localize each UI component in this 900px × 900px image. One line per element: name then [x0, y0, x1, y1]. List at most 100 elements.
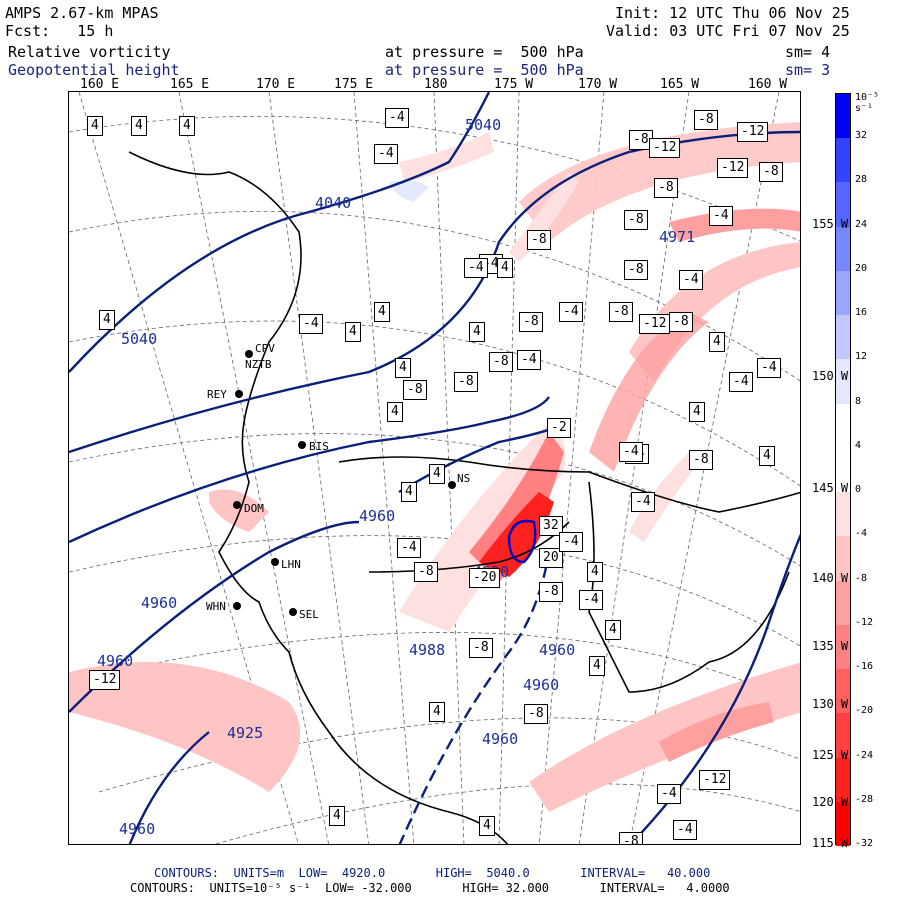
colorbar-unit: 10⁻⁵ s⁻¹ [855, 92, 880, 114]
vorticity-label: -12 [89, 670, 121, 690]
station-dot [233, 501, 241, 509]
forecast-hour: Fcst: 15 h [5, 22, 114, 40]
colorbar-tick: -20 [855, 705, 874, 717]
vorticity-label: 20 [539, 548, 563, 568]
height-label: 4960 [539, 641, 575, 659]
vorticity-label: 4 [374, 302, 390, 322]
colorbar-segment [836, 669, 850, 714]
vorticity-label: -8 [759, 162, 783, 182]
lon-label: 180 [424, 77, 448, 92]
vorticity-label: 4 [689, 402, 705, 422]
vorticity-label: -4 [559, 302, 583, 322]
vorticity-label: -8 [414, 562, 438, 582]
colorbar-segment [836, 801, 850, 846]
valid-time: Valid: 03 UTC Fri 07 Nov 25 [606, 22, 850, 40]
field2-name: Geopotential height [8, 61, 180, 79]
stations [233, 350, 456, 616]
vorticity-label: -12 [649, 138, 681, 158]
colorbar [835, 93, 851, 846]
vorticity-label: -8 [619, 832, 643, 844]
vorticity-label: -8 [524, 704, 548, 724]
lat-label: 145 W [812, 481, 849, 495]
vorticity-label: 4 [479, 816, 495, 836]
station-dot [245, 350, 253, 358]
colorbar-segment [836, 359, 850, 404]
colorbar-segment [836, 270, 850, 316]
colorbar-tick: 28 [855, 174, 868, 186]
vorticity-label: 4 [387, 402, 403, 422]
footer-vorticity-contours: CONTOURS: UNITS=10⁻⁵ s⁻¹ LOW= -32.000 HI… [130, 881, 730, 895]
lat-label: 135 W [812, 639, 849, 653]
lat-label: 125 W [812, 748, 849, 762]
colorbar-segment [836, 138, 850, 183]
height-label: 4960 [141, 594, 177, 612]
lon-label: 160 E [80, 77, 120, 92]
field2-level: at pressure = 500 hPa [385, 61, 584, 79]
height-label: 5040 [465, 116, 501, 134]
station-dot [235, 390, 243, 398]
colorbar-tick: -24 [855, 749, 874, 761]
init-time: Init: 12 UTC Thu 06 Nov 25 [615, 4, 850, 22]
vorticity-label: 4 [131, 116, 147, 136]
vorticity-label: -4 [619, 442, 643, 462]
colorbar-tick: 16 [855, 307, 868, 319]
height-label: 4960 [523, 676, 559, 694]
vorticity-label: -4 [679, 270, 703, 290]
station-label: LHN [281, 558, 301, 571]
station-label: NS [457, 472, 470, 485]
vorticity-label: -8 [694, 110, 718, 130]
field2-smoothing: sm= 3 [785, 61, 831, 79]
colorbar-tick: -12 [855, 616, 874, 628]
vorticity-label: 4 [605, 620, 621, 640]
lat-label: 130 W [812, 697, 849, 711]
height-label: 4040 [315, 194, 351, 212]
colorbar-segment [836, 403, 850, 448]
height-label: 4960 [482, 730, 518, 748]
vorticity-label: 4 [709, 332, 725, 352]
colorbar-tick: 12 [855, 351, 868, 363]
vorticity-label: 32 [539, 516, 563, 536]
vorticity-label: 4 [345, 322, 361, 342]
lat-label: 115 W [812, 836, 849, 850]
vorticity-label: 4 [589, 656, 605, 676]
vorticity-label: -4 [397, 538, 421, 558]
vorticity-label: -4 [559, 532, 583, 552]
height-label: 4988 [409, 641, 445, 659]
colorbar-segment [836, 536, 850, 581]
colorbar-segment [836, 624, 850, 670]
lon-label: 175 E [334, 77, 374, 92]
vorticity-label: -8 [454, 372, 478, 392]
vorticity-label: -4 [757, 358, 781, 378]
vorticity-label: -4 [517, 350, 541, 370]
colorbar-tick: 24 [855, 218, 868, 230]
lat-label: 140 W [812, 571, 849, 585]
lon-label: 170 W [578, 77, 618, 92]
lon-label: 165 E [170, 77, 210, 92]
vorticity-label: -4 [299, 314, 323, 334]
vorticity-label: -8 [624, 210, 648, 230]
height-label: 4971 [659, 228, 695, 246]
vorticity-label: -4 [673, 820, 697, 840]
station-dot [271, 558, 279, 566]
height-label: 4960 [119, 820, 155, 838]
station-labels: CPV NZTB REY BIS DOM LHN WHN SEL NS [206, 342, 470, 621]
colorbar-segment [836, 757, 850, 802]
vorticity-label: 4 [395, 358, 411, 378]
station-label: SEL [299, 608, 319, 621]
colorbar-tick: -16 [855, 661, 874, 673]
station-dot [448, 481, 456, 489]
vorticity-label: 4 [329, 806, 345, 826]
vorticity-label: 4 [179, 116, 195, 136]
field1-name: Relative vorticity [8, 43, 171, 61]
vorticity-label: -8 [519, 312, 543, 332]
lon-label: 160 W [748, 77, 788, 92]
vorticity-label: -8 [469, 638, 493, 658]
vorticity-label: -8 [539, 582, 563, 602]
footer-height-contours: CONTOURS: UNITS=m LOW= 4920.0 HIGH= 5040… [154, 866, 711, 880]
lat-label: 120 W [812, 795, 849, 809]
field1-level: at pressure = 500 hPa [385, 43, 584, 61]
height-label: 5040 [121, 330, 157, 348]
station-label: WHN [206, 600, 226, 613]
lon-label: 170 E [256, 77, 296, 92]
vorticity-label: 4 [87, 116, 103, 136]
